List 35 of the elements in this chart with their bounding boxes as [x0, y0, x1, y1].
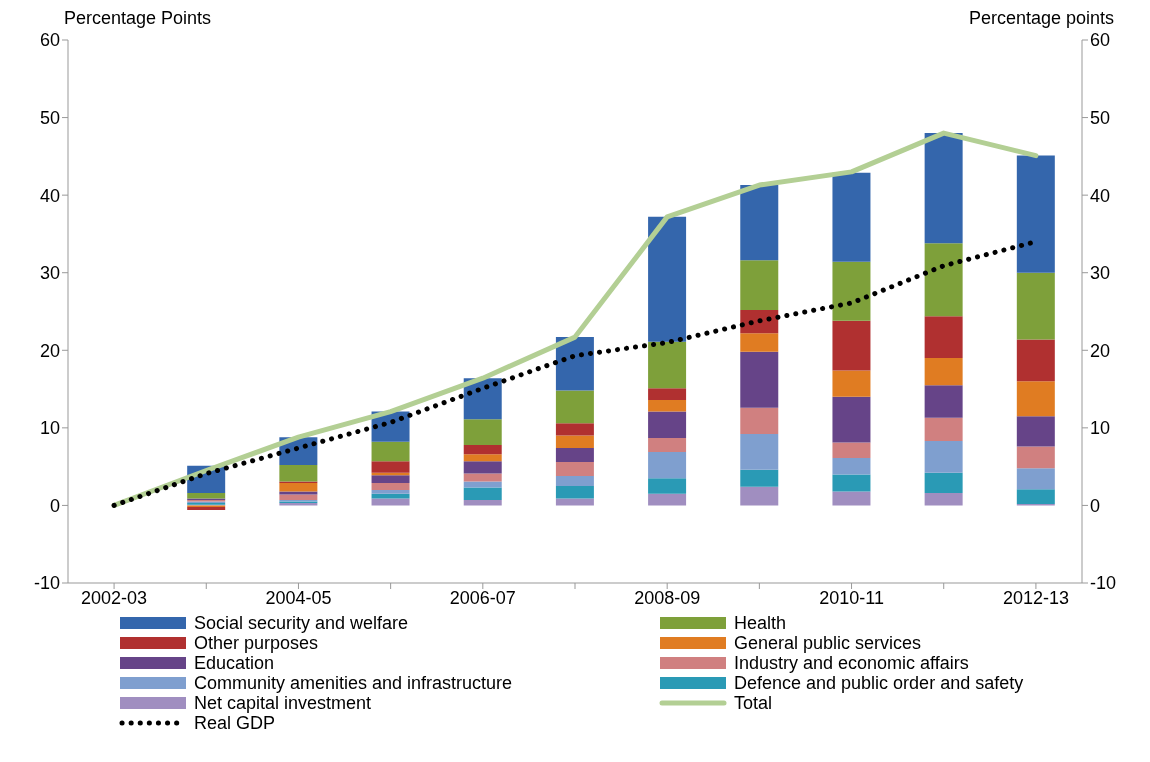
y-tick-label: 0: [49, 495, 60, 516]
y2-axis-title: Percentage points: [968, 8, 1114, 28]
legend-label: Other purposes: [194, 633, 319, 653]
x-tick-label: 2006-07: [449, 587, 516, 608]
legend-label: Social security and welfare: [194, 613, 409, 633]
legend-label: Net capital investment: [194, 693, 372, 713]
y2-tick-label: 40: [1090, 185, 1111, 206]
y-tick-label: 40: [39, 185, 60, 206]
legend-label: General public services: [734, 633, 922, 653]
y2-tick-label: 50: [1090, 107, 1111, 128]
x-tick-label: 2008-09: [634, 587, 701, 608]
y2-tick-label: 0: [1090, 495, 1101, 516]
y-tick-label: 60: [39, 30, 60, 51]
x-tick-label: 2010-11: [819, 587, 884, 608]
y2-tick-label: 30: [1090, 263, 1111, 284]
y2-tick-label: 20: [1090, 340, 1111, 361]
y2-tick-label: -10: [1090, 573, 1117, 594]
legend-label: Real GDP: [194, 713, 276, 733]
x-tick-label: 2002-03: [81, 587, 148, 608]
legend-label: Education: [194, 653, 275, 673]
legend-label: Total: [734, 693, 773, 713]
y-tick-label: 10: [39, 418, 60, 439]
y-axis-title: Percentage Points: [64, 8, 212, 28]
legend-label: Industry and economic affairs: [734, 653, 969, 673]
y-tick-label: 20: [39, 340, 60, 361]
y-tick-label: -10: [33, 573, 60, 594]
y2-tick-label: 10: [1090, 418, 1111, 439]
legend-label: Health: [734, 613, 787, 633]
x-tick-label: 2012-13: [1002, 587, 1069, 608]
legend-label: Defence and public order and safety: [734, 673, 1024, 693]
y-tick-label: 50: [39, 107, 60, 128]
y2-tick-label: 60: [1090, 30, 1111, 51]
legend-label: Community amenities and infrastructure: [194, 673, 513, 693]
x-tick-label: 2004-05: [265, 587, 332, 608]
y-tick-label: 30: [39, 263, 60, 284]
